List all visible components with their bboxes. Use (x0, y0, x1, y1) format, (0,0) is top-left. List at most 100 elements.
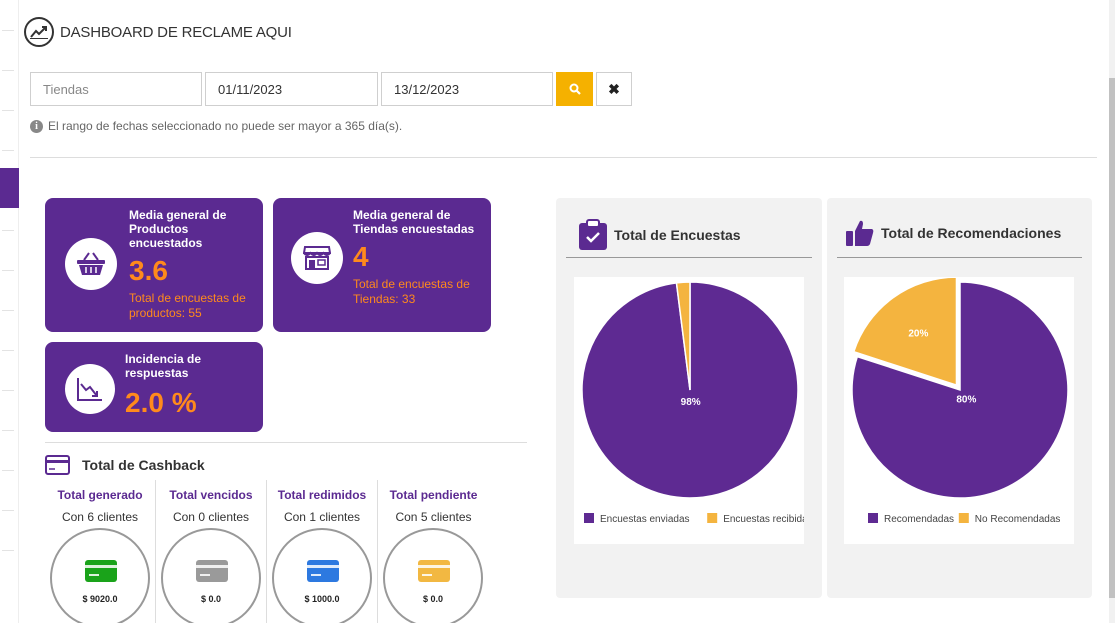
surveys-chart-area: 98% Encuestas enviadas Encuestas recibidas (574, 277, 813, 544)
sidebar-divider (2, 550, 14, 551)
products-card-value: 3.6 (129, 255, 168, 286)
cashback-title: Total de Cashback (82, 457, 205, 473)
sidebar-divider (2, 470, 14, 471)
credit-card-icon (45, 455, 70, 475)
cashback-item-circle: $ 0.0 (161, 528, 261, 623)
cashback-item-clients: Con 0 clientes (172, 510, 250, 524)
info-icon: i (30, 119, 43, 133)
clipboard-check-icon (579, 219, 607, 250)
surveys-panel: Total de Encuestas 98% Encuestas enviadas… (556, 198, 822, 598)
products-card-subtitle: Total de encuestas de productos: 55 (129, 291, 246, 320)
recommendations-panel-title: Total de Recomendaciones (881, 225, 1062, 241)
cashback-item: Total pendiente Con 5 clientes $ 0.0 (378, 480, 489, 623)
cashback-item: Total redimidos Con 1 clientes $ 1000.0 (267, 480, 378, 623)
recommendations-panel: Total de Recomendaciones 80% 20% Recomenda… (827, 198, 1092, 598)
shopping-basket-icon (65, 238, 117, 290)
cashback-header: Total de Cashback (45, 455, 205, 475)
filter-bar: ✖ (30, 72, 632, 106)
recommendations-pie-chart: 80% 20% Recomendadas No Recomendadas (851, 276, 1069, 525)
cashback-item-circle: $ 0.0 (383, 528, 483, 623)
cashback-item-clients: Con 5 clientes (395, 510, 472, 524)
cashback-item-label: Total pendiente (389, 488, 478, 502)
sidebar (0, 0, 19, 623)
vertical-scrollbar[interactable] (1109, 0, 1115, 623)
sidebar-divider (2, 310, 14, 311)
sidebar-divider (2, 150, 14, 151)
cashback-item-amount: $ 9020.0 (82, 594, 118, 604)
incidence-card: Incidencia de respuestas 2.0 % (45, 342, 263, 432)
credit-card-icon (418, 560, 450, 582)
stores-card-subtitle: Total de encuestas de Tiendas: 33 (353, 277, 470, 306)
pie-slice-no-recomendadas[interactable] (852, 276, 958, 387)
products-card-title: Media general de Productos encuestados (129, 208, 227, 250)
stores-card: Media general de Tiendas encuestadas 4 T… (273, 198, 491, 332)
pie-data-label: 20% (908, 329, 928, 340)
pie-data-label: 98% (681, 397, 701, 408)
cashback-item-amount: $ 1000.0 (304, 594, 340, 604)
legend-swatch (958, 513, 969, 523)
cashback-item-label: Total vencidos (169, 488, 253, 502)
legend-swatch (868, 513, 878, 523)
divider (837, 257, 1082, 258)
divider (45, 442, 527, 443)
surveys-pie-chart: 98% Encuestas enviadas Encuestas recibidas (581, 281, 813, 525)
credit-card-icon (196, 560, 228, 582)
clear-button[interactable]: ✖ (596, 72, 632, 106)
incidence-card-value: 2.0 % (125, 387, 197, 418)
legend-label[interactable]: Encuestas enviadas (600, 514, 690, 525)
pie-slice-encuestas-recibidas[interactable] (675, 281, 691, 391)
cashback-item-clients: Con 6 clientes (61, 510, 139, 524)
recommendations-panel-header: Total de Recomendaciones (845, 219, 1061, 247)
credit-card-icon (85, 560, 117, 582)
page-header: DASHBOARD DE RECLAME AQUI (24, 17, 292, 47)
scrollbar-thumb[interactable] (1109, 78, 1115, 598)
legend-swatch (584, 513, 594, 523)
sidebar-divider (2, 270, 14, 271)
cashback-item-clients: Con 1 clientes (283, 510, 361, 524)
cashback-item-circle: $ 1000.0 (272, 528, 372, 623)
date-from-input[interactable] (205, 72, 378, 106)
stores-card-title: Media general de Tiendas encuestadas (353, 208, 475, 236)
pie-slice-recomendadas[interactable] (851, 281, 1069, 499)
cashback-item-amount: $ 0.0 (422, 594, 444, 604)
cashback-item-label: Total generado (57, 488, 143, 502)
sidebar-active-item[interactable] (0, 168, 19, 208)
surveys-panel-title: Total de Encuestas (614, 227, 741, 243)
sidebar-divider (2, 390, 14, 391)
cashback-item-amount: $ 0.0 (200, 594, 222, 604)
divider (30, 157, 1097, 158)
credit-card-icon (307, 560, 339, 582)
cashback-item-label: Total redimidos (277, 488, 367, 502)
cashback-item: Total generado Con 6 clientes $ 9020.0 (45, 480, 156, 623)
legend-swatch (707, 513, 718, 523)
storefront-icon (291, 232, 343, 284)
search-icon (569, 83, 581, 95)
sidebar-divider (2, 110, 14, 111)
pie-data-label: 80% (956, 395, 976, 406)
date-to-input[interactable] (381, 72, 553, 106)
sidebar-divider (2, 350, 14, 351)
sidebar-divider (2, 430, 14, 431)
legend-label[interactable]: No Recomendadas (975, 514, 1061, 525)
legend-label[interactable]: Recomendadas (884, 514, 954, 525)
recommendations-chart-area: 80% 20% Recomendadas No Recomendadas (844, 276, 1074, 544)
note-text: El rango de fechas seleccionado no puede… (48, 119, 403, 133)
page-title: DASHBOARD DE RECLAME AQUI (60, 23, 292, 41)
search-button[interactable] (556, 72, 593, 106)
stores-card-value: 4 (353, 241, 369, 272)
products-card: Media general de Productos encuestados 3… (45, 198, 263, 332)
store-input[interactable] (30, 72, 202, 106)
cashback-item-circle: $ 9020.0 (50, 528, 150, 623)
sidebar-divider (2, 70, 14, 71)
trend-chart-icon (24, 17, 54, 47)
cashback-item: Total vencidos Con 0 clientes $ 0.0 (156, 480, 267, 623)
surveys-panel-header: Total de Encuestas (578, 219, 741, 251)
sidebar-divider (2, 30, 14, 31)
legend-label[interactable]: Encuestas recibidas (723, 514, 813, 525)
trend-down-icon (65, 364, 115, 414)
sidebar-divider (2, 230, 14, 231)
sidebar-divider (2, 510, 14, 511)
incidence-card-title: Incidencia de respuestas (125, 352, 202, 380)
date-range-note: i El rango de fechas seleccionado no pue… (30, 119, 402, 133)
